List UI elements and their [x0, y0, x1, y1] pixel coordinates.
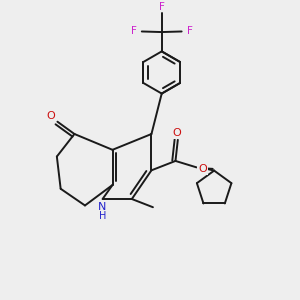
Text: O: O [46, 111, 56, 122]
Text: H: H [99, 211, 106, 221]
Text: O: O [198, 164, 207, 174]
Text: F: F [159, 2, 165, 12]
Text: O: O [173, 128, 182, 138]
Text: F: F [131, 26, 137, 37]
Text: F: F [187, 26, 193, 37]
Text: N: N [98, 202, 107, 212]
